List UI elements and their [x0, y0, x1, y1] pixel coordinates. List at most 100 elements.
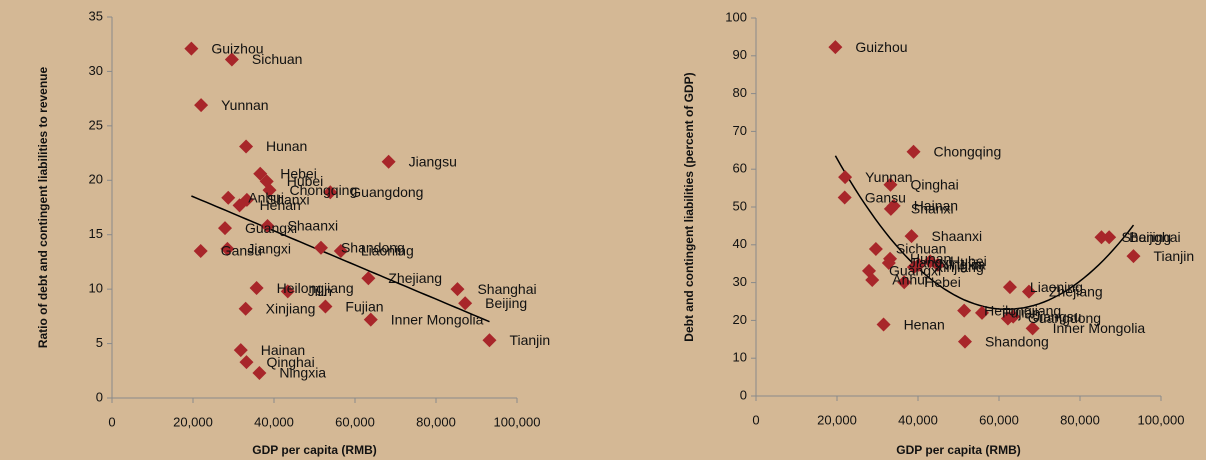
point — [252, 365, 267, 380]
point — [957, 334, 972, 349]
point-label: Hainan — [261, 342, 305, 358]
points — [184, 41, 497, 380]
point — [361, 271, 376, 286]
point-label: Hubei — [950, 253, 987, 269]
point — [363, 312, 378, 327]
point — [837, 190, 852, 205]
y-tick-label: 60 — [733, 161, 747, 176]
x-tick-label: 20,000 — [173, 414, 213, 429]
y-tick-label: 40 — [733, 236, 747, 251]
point — [1102, 230, 1117, 245]
point — [221, 190, 236, 205]
point — [881, 255, 896, 270]
point — [1094, 230, 1109, 245]
point-label: Shaanxi — [932, 228, 983, 244]
point-label: Ningxia — [939, 257, 986, 273]
point-label: Heilongjiang — [277, 280, 354, 296]
point-label: Gansu — [221, 243, 262, 259]
y-tick-label: 25 — [89, 117, 103, 132]
point — [233, 343, 248, 358]
point-label: Chongqing — [934, 144, 1002, 160]
y-tick-label: 30 — [89, 63, 103, 78]
point — [886, 198, 901, 213]
y-tick-label: 10 — [733, 350, 747, 365]
point-label: Chongqing — [290, 182, 358, 198]
point — [280, 284, 295, 299]
point-label: Liaoning — [361, 243, 414, 259]
point — [333, 244, 348, 259]
x-tick-label: 40,000 — [254, 414, 294, 429]
point — [906, 260, 921, 275]
y-tick-label: 5 — [96, 335, 103, 350]
y-tick-label: 0 — [96, 389, 103, 404]
y-tick-label: 90 — [733, 47, 747, 62]
y-tick-label: 30 — [733, 274, 747, 289]
point — [930, 257, 945, 272]
point-label: Tianjin — [1153, 248, 1194, 264]
point-label: Jiangsu — [1033, 308, 1081, 324]
point-label: Guizhou — [855, 39, 907, 55]
point — [828, 40, 843, 55]
point-label: Shanxi — [267, 192, 310, 208]
point-label: Hebei — [924, 274, 961, 290]
point-label: Hunan — [910, 250, 951, 266]
point — [232, 198, 247, 213]
point-label: Beijing — [1129, 229, 1171, 245]
point — [323, 185, 338, 200]
point — [865, 272, 880, 287]
point — [260, 219, 275, 234]
point-label: Jilin — [308, 283, 332, 299]
point-label: Hainan — [914, 198, 958, 214]
point-label: Sichuan — [896, 241, 947, 257]
point — [239, 355, 254, 370]
plot: 0 5 10 15 20 25 30 35 0 20,000 40,000 60,000 80,000 1… — [36, 8, 550, 457]
point-label: Qinghai — [266, 354, 314, 370]
x-tick-label: 100,000 — [1138, 412, 1185, 427]
point — [904, 229, 919, 244]
point-label: Inner Mongolia — [1053, 320, 1146, 336]
point — [313, 240, 328, 255]
point-label: Shandong — [341, 239, 405, 255]
point-label: Shanghai — [477, 281, 536, 297]
point-label: Qinghai — [910, 176, 958, 192]
y-tick-label: 15 — [89, 226, 103, 241]
point-label: Jiangxi — [247, 241, 291, 257]
point-label: Guangdong — [350, 184, 423, 200]
point — [1006, 309, 1021, 324]
point — [1002, 280, 1017, 295]
y-axis-title: Ratio of debt and contingent liabilities… — [36, 66, 50, 348]
point — [318, 299, 333, 314]
point-label: Shanghai — [1121, 229, 1180, 245]
point — [868, 241, 883, 256]
point-label: Zhejiang — [1049, 283, 1103, 299]
point — [838, 170, 853, 185]
x-tick-label: 60,000 — [335, 414, 375, 429]
point-label: Yunnan — [865, 169, 913, 185]
x-tick-label: 20,000 — [817, 412, 857, 427]
plot: 0 10 20 30 40 50 60 70 80 90 100 0 20,000 40,000 60,00… — [682, 9, 1194, 457]
point — [1025, 321, 1040, 336]
point-label: Henan — [260, 197, 301, 213]
x-tick-label: 60,000 — [979, 412, 1019, 427]
point — [253, 166, 268, 181]
point-label: Beijing — [485, 295, 527, 311]
point-label: Shaanxi — [288, 218, 339, 234]
point — [184, 41, 199, 56]
x-axis-title: GDP per capita (RMB) — [896, 443, 1020, 457]
point-label: Sichuan — [252, 51, 303, 67]
x-tick-label: 100,000 — [494, 414, 541, 429]
point-label: Xinjiang — [934, 259, 984, 275]
point-label: Fujian — [345, 298, 383, 314]
point-label: Jilin — [958, 257, 982, 273]
point-label: Guangdong — [1028, 310, 1101, 326]
point-label: Inner Mongolia — [391, 311, 484, 327]
point-label: Shanxi — [911, 201, 954, 217]
point-label: Shandong — [985, 333, 1049, 349]
point — [262, 183, 277, 198]
point-label: Guangxi — [245, 220, 297, 236]
point-label: Tianjin — [509, 332, 550, 348]
point-label: Guizhou — [211, 40, 263, 56]
point-label: Hebei — [280, 165, 317, 181]
point-label: Jiangxi — [909, 255, 953, 271]
point — [238, 301, 253, 316]
